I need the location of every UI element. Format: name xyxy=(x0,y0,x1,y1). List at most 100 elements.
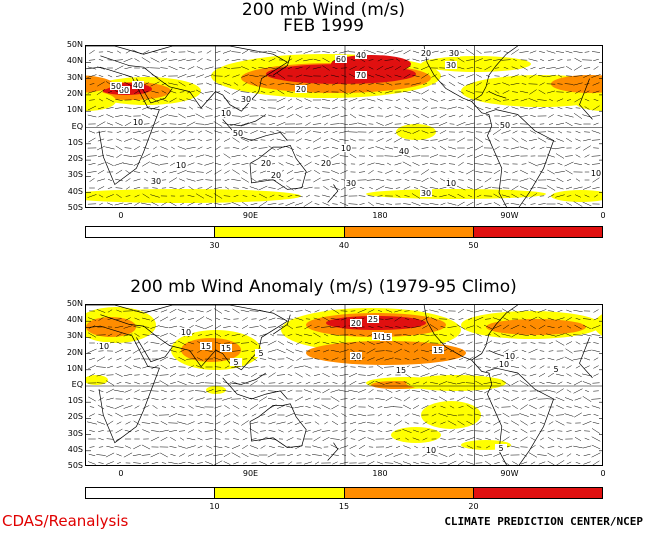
wind-vector xyxy=(349,113,357,119)
wind-vector xyxy=(340,437,348,441)
wind-vector xyxy=(520,436,528,442)
wind-vector xyxy=(393,420,403,426)
wind-vector xyxy=(528,58,538,62)
wind-vector xyxy=(305,454,311,456)
wind-vector xyxy=(340,123,348,125)
wind-vector xyxy=(493,332,501,338)
wind-vector xyxy=(330,153,340,159)
wind-vector xyxy=(330,438,340,440)
wind-vector xyxy=(476,438,482,440)
wind-vector xyxy=(387,413,391,417)
wind-vector xyxy=(447,381,457,385)
wind-vector xyxy=(305,106,311,110)
wind-vector xyxy=(249,75,259,77)
wind-vector xyxy=(501,380,511,386)
wind-vector xyxy=(224,186,230,190)
wind-vector xyxy=(565,155,573,157)
wind-vector xyxy=(395,382,401,384)
wind-vector xyxy=(160,146,168,150)
wind-vector xyxy=(188,397,194,401)
wind-vector xyxy=(429,364,439,370)
wind-vector xyxy=(564,161,574,167)
wind-vector xyxy=(519,51,529,53)
wind-vector xyxy=(447,420,457,426)
wind-vector xyxy=(249,366,259,368)
wind-vector xyxy=(403,445,411,449)
wind-vector xyxy=(269,445,275,449)
wind-vector xyxy=(413,187,419,189)
wind-vector xyxy=(512,115,518,117)
wind-vector xyxy=(575,154,581,158)
wind-vector xyxy=(123,333,133,337)
wind-vector xyxy=(574,194,582,198)
wind-vector xyxy=(350,438,356,440)
wind-vector xyxy=(170,405,176,409)
wind-vector xyxy=(294,396,304,402)
wind-vector xyxy=(385,382,393,384)
wind-vector xyxy=(339,155,349,157)
wind-vector xyxy=(377,429,383,433)
wind-vector xyxy=(537,454,547,456)
wind-speed-shading xyxy=(551,190,602,202)
wind-vector xyxy=(519,146,529,150)
wind-vector xyxy=(287,154,293,158)
wind-vector xyxy=(557,162,563,166)
wind-vector xyxy=(233,438,239,440)
wind-vector xyxy=(331,420,339,426)
wind-vector xyxy=(222,397,232,401)
wind-vector xyxy=(501,341,511,345)
wind-vector xyxy=(557,74,563,78)
wind-vector xyxy=(232,308,240,314)
wind-vector xyxy=(412,437,420,441)
wind-vector xyxy=(169,341,177,345)
wind-vector xyxy=(116,50,122,54)
wind-vector xyxy=(395,413,401,417)
wind-vector xyxy=(538,74,546,78)
wind-vector xyxy=(313,373,321,377)
wind-vector xyxy=(539,445,545,449)
wind-vector xyxy=(458,161,464,167)
wind-vector xyxy=(287,334,293,336)
wind-vector xyxy=(582,373,592,377)
wind-vector xyxy=(366,98,376,102)
wind-vector xyxy=(323,90,329,94)
wind-vector xyxy=(557,325,563,329)
wind-vector xyxy=(205,154,213,158)
wind-vector xyxy=(87,90,97,94)
wind-vector xyxy=(440,90,446,94)
contour-label-bg xyxy=(425,446,437,454)
wind-vector xyxy=(132,155,142,157)
wind-vector xyxy=(546,74,556,78)
wind-vector xyxy=(466,430,474,432)
wind-vector xyxy=(224,405,230,409)
wind-vector xyxy=(564,356,574,362)
wind-vector xyxy=(537,137,547,143)
wind-vector xyxy=(375,380,385,386)
wind-vector xyxy=(170,453,176,457)
wind-vector xyxy=(115,428,123,434)
wind-vector xyxy=(431,413,437,417)
wind-vector xyxy=(323,154,329,158)
wind-vector xyxy=(584,194,590,198)
wind-vector xyxy=(151,154,159,158)
wind-vector xyxy=(539,430,545,432)
wind-vector xyxy=(422,398,428,400)
wind-vector xyxy=(458,90,464,94)
wind-vector xyxy=(511,332,519,338)
wind-vector xyxy=(484,59,492,61)
wind-vector xyxy=(197,462,203,464)
wind-vector xyxy=(106,122,114,126)
wind-vector xyxy=(142,75,150,77)
wind-vector xyxy=(521,74,527,78)
wind-vector xyxy=(484,202,492,206)
contour-label: 25 xyxy=(368,315,378,324)
wind-vector xyxy=(231,115,241,117)
wind-vector xyxy=(565,65,573,71)
wind-vector xyxy=(303,75,313,77)
wind-vector xyxy=(205,334,213,336)
wind-vector xyxy=(341,162,347,166)
wind-vector xyxy=(510,155,520,157)
wind-vector xyxy=(402,429,412,433)
wind-vector xyxy=(367,162,375,166)
wind-vector xyxy=(494,389,500,393)
